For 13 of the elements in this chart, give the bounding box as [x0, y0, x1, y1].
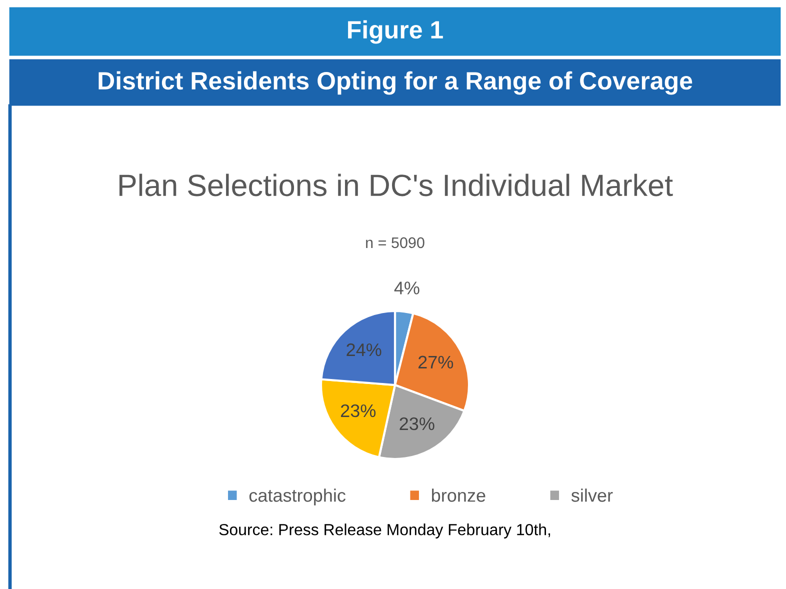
- caption: Figure 1: [348, 20, 443, 44]
- text: District Residents Opting for a Range of Coverage: [98, 71, 692, 95]
- source-note: Source: Press Release Monday February 10th,: [219, 524, 550, 538]
- chart-title: Plan Selections in DC's Individual Market: [119, 174, 673, 196]
- data-label: 24%: [346, 343, 382, 356]
- legend-label: catastrophic: [249, 488, 346, 506]
- data-label: 23%: [340, 404, 376, 418]
- legend-label: silver: [571, 488, 613, 502]
- legend-label: bronze: [432, 488, 486, 502]
- data-label: 27%: [418, 356, 454, 369]
- data-label: 4%: [394, 282, 420, 294]
- data-label: 23%: [400, 417, 434, 430]
- chart-subtitle: n = 5090: [366, 237, 424, 248]
